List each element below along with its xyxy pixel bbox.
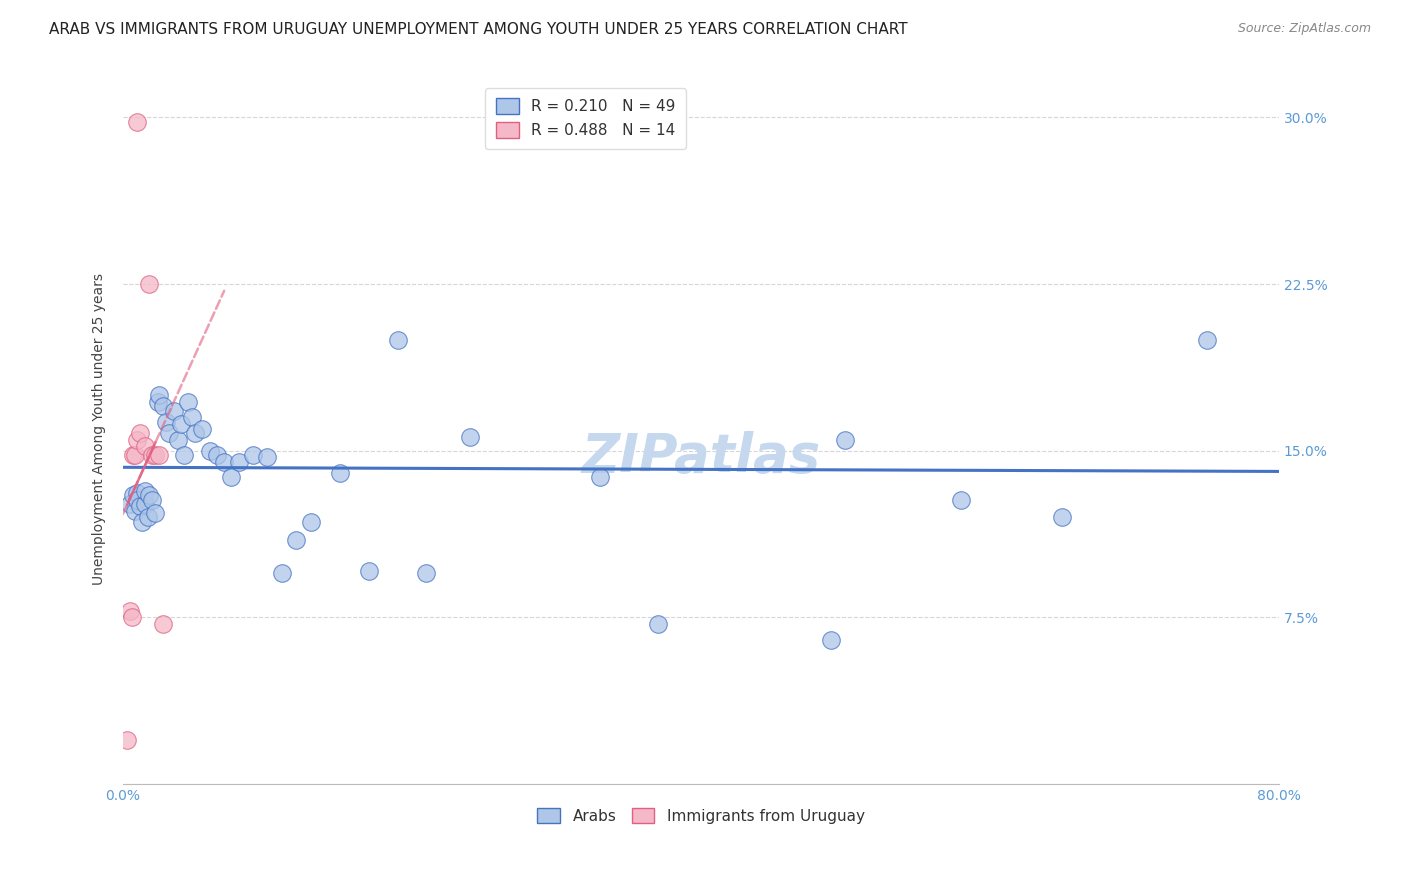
Point	[138, 488, 160, 502]
Point	[148, 388, 170, 402]
Point	[134, 483, 156, 498]
Point	[152, 617, 174, 632]
Point	[271, 566, 294, 580]
Point	[117, 732, 139, 747]
Point	[834, 433, 856, 447]
Point	[146, 395, 169, 409]
Point	[120, 497, 142, 511]
Point	[191, 421, 214, 435]
Point	[242, 448, 264, 462]
Point	[458, 430, 481, 444]
Point	[141, 448, 163, 462]
Point	[127, 115, 149, 129]
Point	[256, 450, 278, 465]
Point	[134, 497, 156, 511]
Point	[136, 510, 159, 524]
Point	[127, 492, 149, 507]
Text: ZIPatlas: ZIPatlas	[582, 431, 821, 483]
Point	[415, 566, 437, 580]
Point	[170, 417, 193, 431]
Point	[285, 533, 308, 547]
Point	[647, 617, 669, 632]
Point	[820, 632, 842, 647]
Point	[127, 486, 149, 500]
Point	[181, 410, 204, 425]
Point	[122, 448, 145, 462]
Point	[121, 610, 143, 624]
Point	[134, 439, 156, 453]
Point	[129, 425, 152, 440]
Point	[228, 455, 250, 469]
Point	[129, 500, 152, 514]
Text: Source: ZipAtlas.com: Source: ZipAtlas.com	[1237, 22, 1371, 36]
Y-axis label: Unemployment Among Youth under 25 years: Unemployment Among Youth under 25 years	[93, 273, 107, 584]
Point	[205, 448, 228, 462]
Point	[157, 425, 180, 440]
Point	[127, 433, 149, 447]
Point	[141, 492, 163, 507]
Point	[950, 492, 973, 507]
Point	[173, 448, 195, 462]
Point	[212, 455, 235, 469]
Point	[329, 466, 352, 480]
Point	[502, 120, 524, 134]
Point	[162, 403, 184, 417]
Point	[589, 470, 612, 484]
Point	[138, 277, 160, 291]
Point	[387, 333, 409, 347]
Point	[131, 515, 153, 529]
Point	[299, 515, 322, 529]
Point	[152, 399, 174, 413]
Point	[357, 564, 380, 578]
Point	[184, 425, 207, 440]
Point	[167, 433, 190, 447]
Point	[1195, 333, 1218, 347]
Point	[198, 443, 221, 458]
Point	[177, 395, 200, 409]
Point	[122, 488, 145, 502]
Point	[143, 448, 166, 462]
Point	[124, 448, 146, 462]
Point	[143, 506, 166, 520]
Legend: Arabs, Immigrants from Uruguay: Arabs, Immigrants from Uruguay	[531, 802, 870, 830]
Point	[221, 470, 243, 484]
Point	[124, 504, 146, 518]
Point	[148, 448, 170, 462]
Point	[1052, 510, 1074, 524]
Text: ARAB VS IMMIGRANTS FROM URUGUAY UNEMPLOYMENT AMONG YOUTH UNDER 25 YEARS CORRELAT: ARAB VS IMMIGRANTS FROM URUGUAY UNEMPLOY…	[49, 22, 908, 37]
Point	[120, 604, 142, 618]
Point	[155, 415, 177, 429]
